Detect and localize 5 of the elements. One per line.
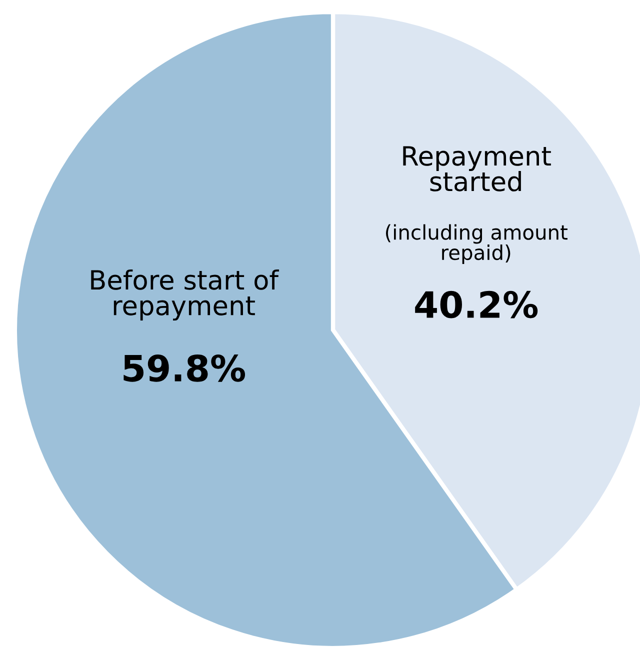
slice-label: Before start of repayment [91, 269, 280, 321]
slice-label: Repayment started [403, 146, 551, 192]
text: (including amount repaid) [386, 224, 568, 264]
data-label: 59.8% [124, 354, 246, 382]
data-label: 40.2% [415, 290, 538, 318]
